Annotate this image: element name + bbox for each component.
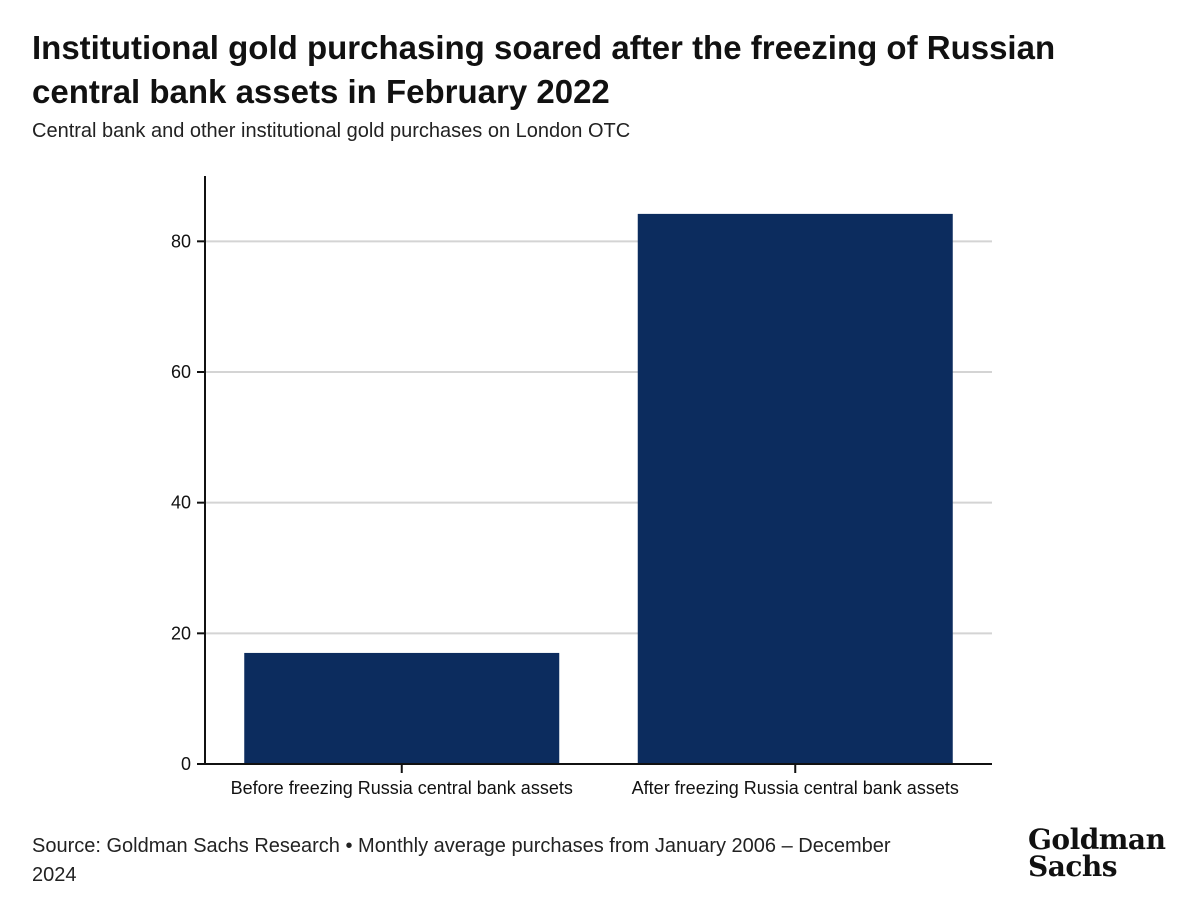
logo-line-1: Goldman — [1028, 823, 1166, 856]
y-tick-label: 0 — [181, 754, 191, 774]
y-tick-label: 60 — [171, 362, 191, 382]
bar — [244, 652, 560, 764]
goldman-sachs-logo: Goldman Sachs — [1028, 823, 1166, 883]
y-tick-label: 80 — [171, 231, 191, 251]
chart-title: Institutional gold purchasing soared aft… — [32, 29, 1056, 110]
x-category-label: After freezing Russia central bank asset… — [632, 778, 959, 798]
chart-subtitle: Central bank and other institutional gol… — [32, 120, 631, 142]
labels: 0 20 40 60 80 Before freezing Russia central … — [171, 231, 959, 798]
x-category-label: Before freezing Russia central bank asse… — [231, 778, 573, 798]
bar-chart: 0 20 40 60 80 Before freezing Russia central … — [171, 176, 992, 798]
y-tick-label: 40 — [171, 493, 191, 513]
logo-line-2: Sachs — [1028, 850, 1118, 883]
bar — [637, 213, 953, 765]
source-note: Source: Goldman Sachs Research • Monthly… — [32, 835, 891, 886]
axes — [197, 176, 992, 773]
y-tick-label: 20 — [171, 623, 191, 643]
bars — [244, 213, 953, 765]
